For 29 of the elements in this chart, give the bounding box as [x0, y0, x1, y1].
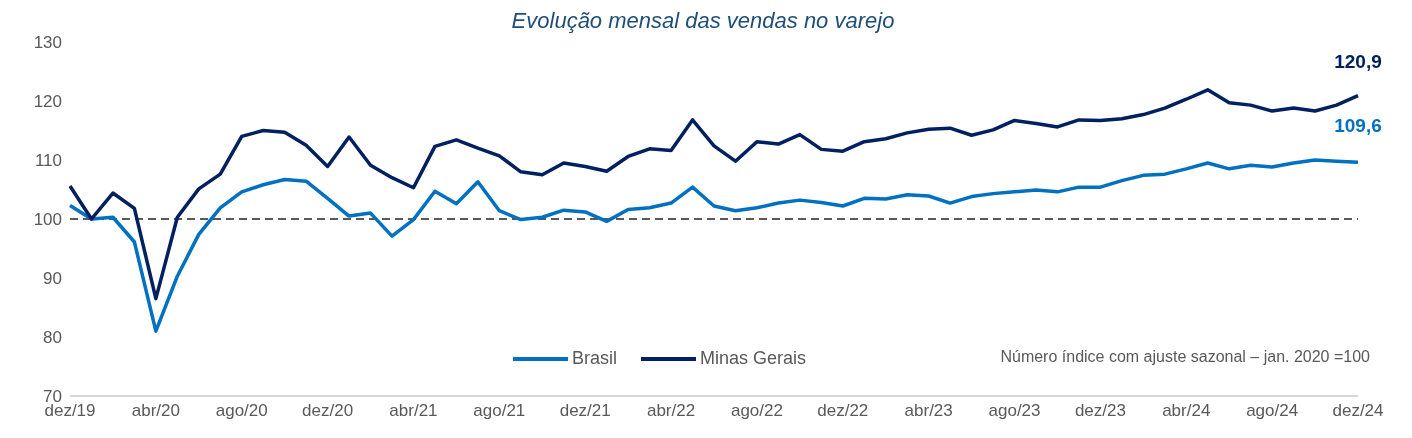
y-tick-label: 80 [43, 328, 62, 348]
chart-title: Evolução mensal das vendas no varejo [510, 8, 896, 34]
x-tick-label: ago/24 [1246, 401, 1299, 421]
x-tick-label: dez/24 [1332, 401, 1384, 421]
x-tick-label: dez/20 [302, 401, 354, 421]
y-tick-label: 110 [34, 151, 62, 171]
data-label: 120,9 [1334, 50, 1382, 72]
y-tick-label: 90 [43, 269, 62, 289]
line-series [68, 158, 1360, 333]
legend-label: Minas Gerais [700, 348, 807, 369]
x-tick-label: abr/22 [646, 401, 696, 421]
x-tick-label: abr/24 [1162, 401, 1211, 421]
data-label: 109,6 [1334, 115, 1382, 137]
annotation: Número índice com ajuste sazonal – jan. 2020 =100 [1000, 348, 1370, 366]
x-tick-label: ago/22 [730, 401, 783, 421]
y-tick-label: 120 [33, 92, 62, 112]
x-tick-label: dez/22 [817, 401, 869, 421]
x-tick-label: dez/21 [559, 401, 611, 421]
y-tick-label: 100 [33, 210, 62, 230]
x-tick-label: ago/21 [473, 401, 526, 421]
x-tick-label: abr/21 [389, 401, 438, 421]
x-tick-label: ago/23 [988, 401, 1041, 421]
y-tick-label: 130 [33, 33, 62, 53]
x-tick-label: abr/20 [131, 401, 180, 421]
x-tick-label: dez/19 [44, 401, 96, 421]
x-tick-label: abr/23 [904, 401, 953, 421]
legend-label: Brasil [572, 348, 618, 369]
x-tick-label: dez/23 [1074, 401, 1126, 421]
x-tick-label: ago/20 [215, 401, 268, 421]
